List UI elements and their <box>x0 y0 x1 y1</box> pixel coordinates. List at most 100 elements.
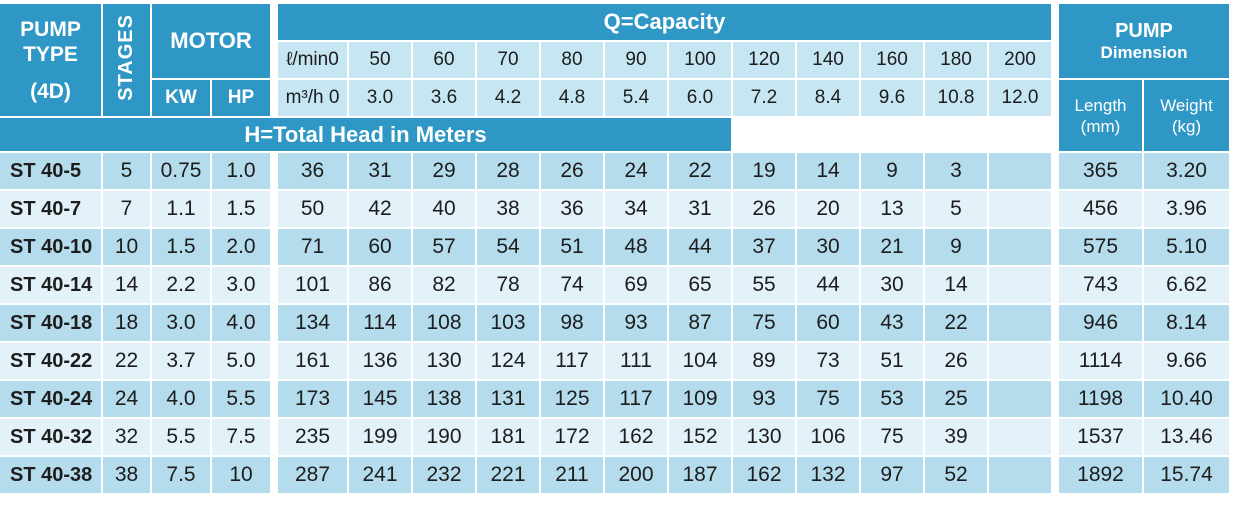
head-cell: 132 <box>797 457 861 495</box>
weight-cell: 6.62 <box>1144 267 1231 305</box>
head-cell: 28 <box>477 153 541 191</box>
head-cell: 54 <box>477 229 541 267</box>
head-cell: 98 <box>541 305 605 343</box>
head-cell: 87 <box>669 305 733 343</box>
head-cell <box>989 343 1053 381</box>
pump-performance-table: PUMP TYPE (4D) STAGES MOTOR Q=Capacity P… <box>0 4 1231 495</box>
head-cell: 36 <box>278 153 349 191</box>
table-row: ST 40-10 10 1.5 2.0 71 60 57 54 51 48 44 37 30 21 9 575… <box>0 229 1231 267</box>
head-cell: 34 <box>605 191 669 229</box>
pump-type-cell: ST 40-32 <box>0 419 103 457</box>
head-cell: 73 <box>797 343 861 381</box>
lmin-value-cell: 80 <box>541 42 605 80</box>
motor-header: MOTOR <box>152 4 272 80</box>
m3h-value-cell: 7.2 <box>733 80 797 118</box>
dimension-title-line1: PUMP <box>1115 19 1173 42</box>
lmin-value-cell: 140 <box>797 42 861 80</box>
head-cell: 30 <box>861 267 925 305</box>
weight-cell: 9.66 <box>1144 343 1231 381</box>
head-cell: 60 <box>349 229 413 267</box>
head-cell: 53 <box>861 381 925 419</box>
weight-label: Weight <box>1160 95 1213 115</box>
head-cell: 48 <box>605 229 669 267</box>
hp-cell: 1.5 <box>212 191 272 229</box>
head-cell: 25 <box>925 381 989 419</box>
head-cell: 86 <box>349 267 413 305</box>
head-cell: 200 <box>605 457 669 495</box>
stages-cell: 22 <box>103 343 152 381</box>
head-cell: 36 <box>541 191 605 229</box>
head-cell <box>989 305 1053 343</box>
head-cell: 162 <box>605 419 669 457</box>
head-cell <box>989 153 1053 191</box>
head-cell: 20 <box>797 191 861 229</box>
kw-cell: 4.0 <box>152 381 212 419</box>
lmin-value-cell: 120 <box>733 42 797 80</box>
pump-type-cell: ST 40-18 <box>0 305 103 343</box>
lmin-value-cell: 70 <box>477 42 541 80</box>
head-cell: 89 <box>733 343 797 381</box>
head-cell: 108 <box>413 305 477 343</box>
stages-cell: 14 <box>103 267 152 305</box>
head-cell: 65 <box>669 267 733 305</box>
m3h-value-cell: 3.6 <box>413 80 477 118</box>
head-cell <box>989 229 1053 267</box>
head-cell: 181 <box>477 419 541 457</box>
lmin-value-cell: 60 <box>413 42 477 80</box>
lmin-unit-cell: ℓ/min0 <box>278 42 349 80</box>
head-cell: 75 <box>797 381 861 419</box>
dimension-header: PUMP Dimension <box>1059 4 1231 80</box>
head-cell: 104 <box>669 343 733 381</box>
head-cell: 38 <box>477 191 541 229</box>
table-row: ST 40-5 5 0.75 1.0 36 31 29 28 26 24 22 19 14 9 3 365 3.… <box>0 153 1231 191</box>
stages-header: STAGES <box>103 4 152 118</box>
stages-cell: 7 <box>103 191 152 229</box>
lmin-unit-label: ℓ/min <box>286 49 329 70</box>
head-cell: 52 <box>925 457 989 495</box>
length-header: Length (mm) <box>1059 80 1144 153</box>
head-cell <box>989 457 1053 495</box>
head-cell: 71 <box>278 229 349 267</box>
head-cell: 21 <box>861 229 925 267</box>
length-cell: 456 <box>1059 191 1144 229</box>
head-cell: 74 <box>541 267 605 305</box>
head-cell: 152 <box>669 419 733 457</box>
head-cell: 44 <box>797 267 861 305</box>
capacity-header: Q=Capacity <box>278 4 1053 42</box>
length-cell: 1198 <box>1059 381 1144 419</box>
kw-header: KW <box>152 80 212 118</box>
weight-cell: 3.20 <box>1144 153 1231 191</box>
pump-type-cell: ST 40-38 <box>0 457 103 495</box>
kw-cell: 2.2 <box>152 267 212 305</box>
m3h-value-cell: 4.8 <box>541 80 605 118</box>
head-cell: 57 <box>413 229 477 267</box>
lmin-value-cell: 90 <box>605 42 669 80</box>
lmin-value-cell: 100 <box>669 42 733 80</box>
lmin-value-cell: 50 <box>349 42 413 80</box>
table-row: ST 40-38 38 7.5 10 287 241 232 221 211 200 187 162 1… <box>0 457 1231 495</box>
hp-cell: 10 <box>212 457 272 495</box>
m3h-unit-cell: m³/h 0 <box>278 80 349 118</box>
head-cell: 232 <box>413 457 477 495</box>
head-cell: 22 <box>669 153 733 191</box>
length-cell: 743 <box>1059 267 1144 305</box>
pump-type-cell: ST 40-7 <box>0 191 103 229</box>
head-cell: 82 <box>413 267 477 305</box>
head-cell: 30 <box>797 229 861 267</box>
head-cell: 187 <box>669 457 733 495</box>
dimension-title-line2: Dimension <box>1100 42 1188 62</box>
head-cell: 24 <box>605 153 669 191</box>
head-cell: 14 <box>797 153 861 191</box>
head-cell: 124 <box>477 343 541 381</box>
head-cell: 3 <box>925 153 989 191</box>
head-cell: 117 <box>605 381 669 419</box>
head-cell: 125 <box>541 381 605 419</box>
head-cell: 106 <box>797 419 861 457</box>
head-cell: 75 <box>733 305 797 343</box>
hp-cell: 5.5 <box>212 381 272 419</box>
head-cell <box>989 419 1053 457</box>
head-cell: 40 <box>413 191 477 229</box>
weight-cell: 8.14 <box>1144 305 1231 343</box>
head-cell: 39 <box>925 419 989 457</box>
